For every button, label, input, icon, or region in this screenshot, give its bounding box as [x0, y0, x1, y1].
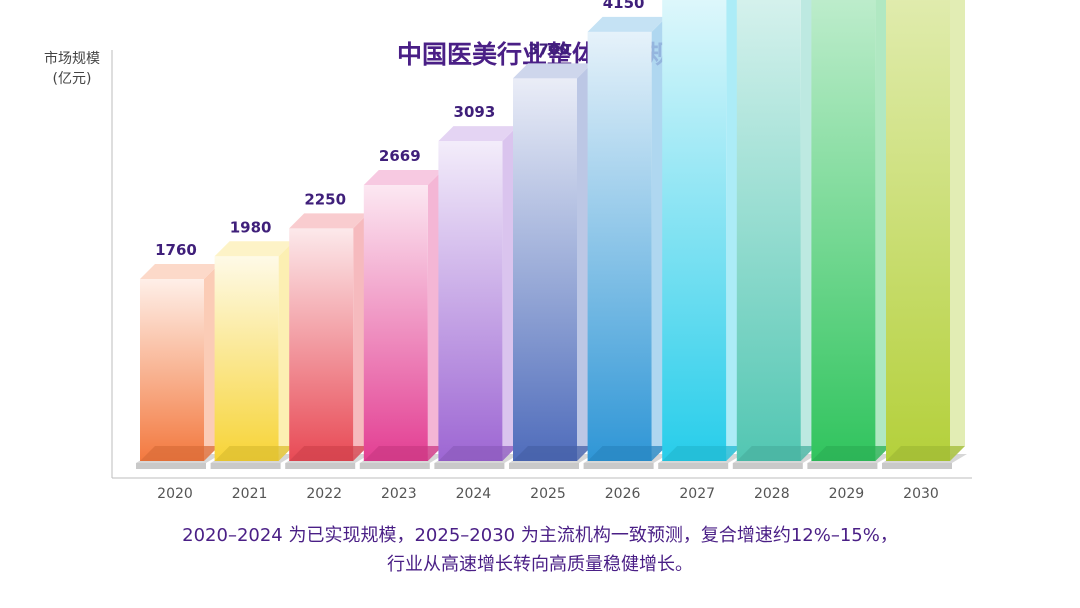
bar-plinth-2028 [732, 463, 803, 469]
bar-plinth-2029 [807, 463, 878, 469]
bar-plinth-2020 [136, 463, 206, 469]
bar-2030 [886, 0, 950, 462]
bar-floor-2021 [214, 446, 294, 461]
bar-floor-2024 [438, 446, 518, 461]
bar-top-2022 [289, 213, 369, 229]
bar-top-2021 [214, 241, 294, 257]
y-axis-label: 市场规模 [44, 50, 100, 67]
value-label-2022: 2250 [304, 190, 346, 208]
x-tick-2030: 2030 [903, 486, 939, 502]
bar-floor-2020 [140, 446, 219, 461]
bar-plinth-2026 [583, 463, 654, 469]
bar-floor-2029 [811, 446, 891, 461]
bar-plinth-2027 [658, 463, 729, 469]
footnote-line-1: 2020–2024 为已实现规模，2025–2030 为主流机构一致预测，复合增… [182, 525, 898, 546]
value-label-2021: 1980 [230, 218, 272, 236]
y-axis-unit: (亿元) [53, 71, 92, 87]
bar-top-2024 [438, 126, 518, 142]
x-tick-2025: 2025 [530, 486, 566, 502]
x-tick-2028: 2028 [754, 486, 790, 502]
bar-plinth-2023 [359, 463, 430, 469]
value-label-2025: 3700 [528, 40, 570, 58]
bar-floor-2028 [736, 446, 816, 461]
x-tick-2027: 2027 [679, 486, 715, 502]
bar-plinth-2022 [285, 463, 356, 469]
bar-top-2025 [513, 63, 592, 79]
bar-group: 1760 2020 1980 2021 2250 2022 2669 2023 3093 2024… [136, 0, 967, 502]
bar-floor-2026 [587, 446, 667, 461]
value-label-2023: 2669 [379, 147, 421, 165]
bar-top-2023 [363, 170, 443, 186]
bar-plinth-2030 [882, 463, 952, 469]
bar-floor-2022 [289, 446, 369, 461]
bar-plinth-2024 [434, 463, 505, 469]
bar-2020 [140, 279, 204, 461]
bar-2028 [736, 0, 801, 461]
footnote-line-2: 行业从高速增长转向高质量稳健增长。 [387, 554, 693, 575]
value-label-2024: 3093 [454, 103, 496, 121]
bar-2029 [811, 0, 876, 461]
footnote: 2020–2024 为已实现规模，2025–2030 为主流机构一致预测，复合增… [0, 521, 1080, 579]
bar-floor-2030 [886, 446, 965, 461]
x-tick-2021: 2021 [232, 486, 268, 502]
value-label-2020: 1760 [155, 241, 197, 259]
bar-2027 [662, 0, 727, 461]
x-tick-2023: 2023 [381, 486, 417, 502]
x-tick-2024: 2024 [456, 486, 492, 502]
value-label-2026: 4150 [603, 0, 645, 12]
bar-2022 [289, 228, 354, 461]
x-tick-2026: 2026 [605, 486, 641, 502]
x-tick-2029: 2029 [829, 486, 865, 502]
bar-2023 [363, 185, 428, 462]
bar-2025 [513, 78, 577, 462]
bar-floor-2025 [513, 446, 592, 461]
x-tick-2020: 2020 [157, 486, 193, 502]
bar-floor-2023 [363, 446, 443, 461]
x-tick-2022: 2022 [306, 486, 342, 502]
bar-2026 [587, 31, 652, 461]
bar-plinth-2025 [509, 463, 579, 469]
bar-top-2026 [587, 16, 667, 32]
bar-2021 [214, 256, 279, 461]
bar-floor-2027 [662, 446, 742, 461]
bar-top-2020 [140, 264, 219, 280]
bar-2024 [438, 141, 503, 461]
bar-plinth-2021 [210, 463, 281, 469]
bar-side-2030 [950, 0, 965, 461]
